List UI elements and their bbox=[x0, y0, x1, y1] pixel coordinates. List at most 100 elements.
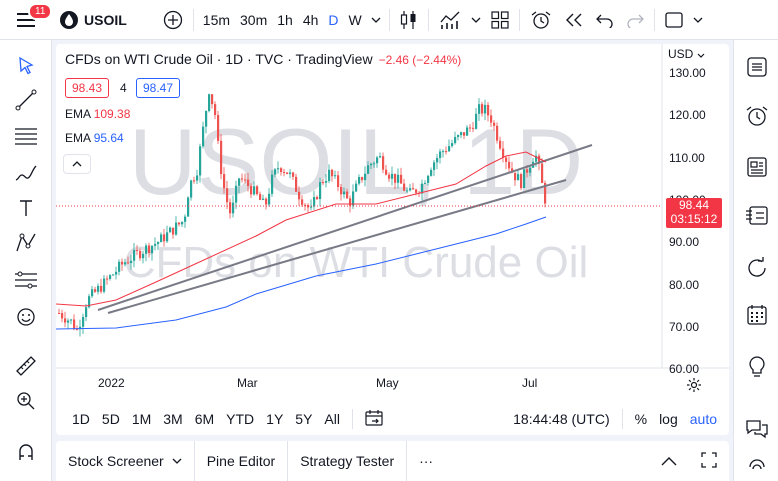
sell-price[interactable]: 98.43 bbox=[65, 78, 110, 98]
cursor-tool[interactable] bbox=[10, 50, 42, 82]
candle-body bbox=[496, 125, 499, 141]
chats-button[interactable] bbox=[740, 412, 774, 446]
tf-w[interactable]: W bbox=[348, 11, 362, 28]
templates-button[interactable] bbox=[485, 0, 515, 40]
undo-button[interactable] bbox=[590, 0, 620, 40]
layout-dropdown[interactable] bbox=[689, 0, 707, 40]
emoji-tool[interactable] bbox=[10, 301, 42, 333]
currency-selector[interactable]: USD bbox=[668, 47, 705, 61]
collapse-legend-button[interactable] bbox=[63, 154, 91, 174]
menu-button[interactable]: 11 bbox=[0, 0, 53, 40]
gear-icon bbox=[687, 378, 701, 392]
chevron-down-icon bbox=[693, 17, 703, 23]
fib-tool[interactable] bbox=[10, 120, 42, 152]
tf-4h[interactable]: 4h bbox=[302, 11, 319, 28]
candle-body bbox=[361, 177, 364, 181]
trendline-tool[interactable] bbox=[10, 84, 42, 116]
hotlists-button[interactable] bbox=[740, 251, 774, 285]
range-6m[interactable]: 6M bbox=[194, 411, 215, 427]
data-window-button[interactable] bbox=[740, 198, 774, 232]
expand-panel-button[interactable] bbox=[649, 453, 689, 469]
streams-button[interactable] bbox=[740, 452, 774, 481]
replay-button[interactable] bbox=[558, 0, 590, 40]
candle-body bbox=[118, 261, 121, 272]
measure-tool[interactable] bbox=[10, 350, 42, 382]
indicators-button[interactable] bbox=[433, 0, 467, 40]
percent-toggle[interactable]: % bbox=[634, 411, 648, 427]
candle-body bbox=[283, 171, 286, 173]
candle-body bbox=[523, 169, 526, 189]
buy-price[interactable]: 98.47 bbox=[136, 78, 181, 98]
range-1m[interactable]: 1M bbox=[131, 411, 152, 427]
range-all[interactable]: All bbox=[324, 411, 340, 427]
price-chart[interactable]: USOIL, 1D CFDs on WTI Crude Oil bbox=[56, 44, 729, 404]
candle-body bbox=[58, 313, 61, 315]
chart-settings-button[interactable] bbox=[686, 377, 702, 398]
timeframe-dropdown[interactable] bbox=[367, 0, 385, 40]
candle-body bbox=[511, 168, 514, 173]
candle-body bbox=[244, 179, 247, 181]
candle-body bbox=[106, 278, 109, 280]
compare-button[interactable] bbox=[157, 0, 189, 40]
tf-1h[interactable]: 1h bbox=[277, 11, 293, 28]
candle-body bbox=[478, 104, 481, 114]
strategy-tester-tab[interactable]: Strategy Tester bbox=[288, 441, 408, 481]
goto-date-button[interactable] bbox=[359, 409, 389, 429]
candle-body bbox=[535, 155, 538, 162]
magnet-tool[interactable] bbox=[10, 436, 42, 468]
alerts-panel-button[interactable] bbox=[740, 99, 774, 133]
ema1-legend[interactable]: EMA 109.38 bbox=[65, 107, 130, 121]
trendline-upper[interactable] bbox=[97, 144, 593, 311]
candle-body bbox=[337, 175, 340, 187]
brush-tool[interactable] bbox=[10, 157, 42, 189]
chart-pane[interactable]: USOIL, 1D CFDs on WTI Crude Oil CFDs on … bbox=[56, 44, 729, 435]
candle-body bbox=[391, 173, 394, 179]
symbol-search[interactable]: USOIL bbox=[52, 0, 133, 40]
pine-editor-tab[interactable]: Pine Editor bbox=[195, 441, 289, 481]
indicators-dropdown[interactable] bbox=[467, 0, 485, 40]
range-3m[interactable]: 3M bbox=[163, 411, 183, 427]
layout-button[interactable] bbox=[659, 0, 689, 40]
smiley-icon bbox=[17, 308, 35, 326]
more-panels-button[interactable]: ··· bbox=[419, 453, 434, 469]
chevron-up-icon bbox=[661, 457, 677, 466]
auto-toggle[interactable]: auto bbox=[689, 411, 717, 427]
alert-button[interactable] bbox=[524, 0, 558, 40]
tf-15m[interactable]: 15m bbox=[202, 11, 231, 28]
ema1-label: EMA bbox=[65, 107, 91, 121]
range-ytd[interactable]: YTD bbox=[226, 411, 255, 427]
trendline-lower[interactable] bbox=[107, 179, 567, 314]
stock-screener-tab[interactable]: Stock Screener bbox=[56, 441, 195, 481]
bottom-panel-bar: Stock Screener Pine Editor Strategy Test… bbox=[56, 441, 729, 481]
lightbulb-icon bbox=[749, 356, 765, 377]
range-5y[interactable]: 5Y bbox=[295, 411, 313, 427]
tf-d[interactable]: D bbox=[328, 11, 339, 28]
ruler-icon bbox=[16, 356, 36, 376]
candles-layer bbox=[58, 93, 547, 337]
zoom-tool[interactable] bbox=[10, 385, 42, 417]
utc-clock[interactable]: 18:44:48 (UTC) bbox=[513, 411, 610, 427]
range-1y[interactable]: 1Y bbox=[266, 411, 284, 427]
text-tool[interactable] bbox=[10, 192, 42, 224]
redo-button[interactable] bbox=[620, 0, 650, 40]
prediction-tool[interactable] bbox=[10, 264, 42, 296]
undo-icon bbox=[595, 14, 613, 28]
watchlist-button[interactable] bbox=[740, 50, 774, 84]
ema2-legend[interactable]: EMA 95.64 bbox=[65, 131, 124, 145]
chart-type-button[interactable] bbox=[394, 0, 424, 40]
ideas-button[interactable] bbox=[740, 350, 774, 384]
candle-body bbox=[88, 296, 91, 308]
candle-body bbox=[475, 113, 478, 129]
log-toggle[interactable]: log bbox=[659, 411, 678, 427]
candle-body bbox=[451, 143, 454, 147]
tf-30m[interactable]: 30m bbox=[240, 11, 268, 28]
candle-body bbox=[91, 289, 94, 297]
news-button[interactable] bbox=[740, 150, 774, 184]
pattern-tool[interactable] bbox=[10, 227, 42, 259]
maximize-panel-button[interactable] bbox=[689, 451, 729, 471]
calendar-button[interactable] bbox=[740, 298, 774, 332]
pattern-icon bbox=[16, 233, 36, 252]
range-5d[interactable]: 5D bbox=[101, 411, 120, 427]
range-1d[interactable]: 1D bbox=[72, 411, 90, 427]
candle-body bbox=[73, 319, 76, 330]
